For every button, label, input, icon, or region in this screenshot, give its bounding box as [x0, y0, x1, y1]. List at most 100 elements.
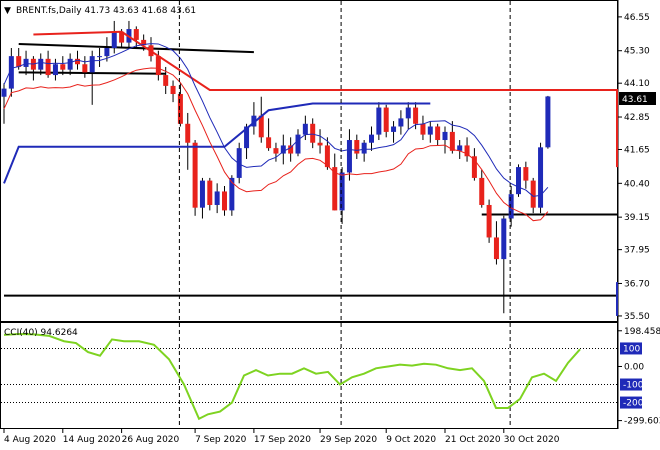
- price-tick-label: 40.40: [624, 179, 650, 189]
- candle-body: [155, 56, 161, 76]
- candle-body: [23, 58, 29, 67]
- candle-body: [361, 142, 367, 154]
- candle-body: [435, 126, 441, 141]
- date-tick-label: 21 Oct 2020: [445, 435, 501, 445]
- date-tick-label: 4 Aug 2020: [4, 435, 56, 445]
- candle-body: [523, 167, 529, 181]
- candle-body: [295, 134, 301, 154]
- candle-body: [52, 64, 58, 76]
- cci-line: [3, 333, 581, 421]
- candle-body: [177, 94, 183, 124]
- indicator-line: [3, 102, 431, 184]
- candle-body: [538, 147, 544, 208]
- candle-body: [405, 107, 411, 119]
- candle-body: [324, 145, 330, 168]
- price-tick-label: 44.10: [624, 79, 650, 89]
- candle-body: [45, 58, 51, 76]
- cci-tick-label: -100: [623, 381, 644, 391]
- candle-body: [199, 180, 205, 208]
- candle-body: [339, 172, 345, 211]
- candle-body: [442, 131, 448, 141]
- price-tick-label: 36.70: [624, 279, 650, 289]
- candle-body: [258, 115, 264, 138]
- cci-level-badge: [620, 396, 642, 409]
- candle-body: [170, 85, 176, 95]
- candle-body: [244, 126, 250, 149]
- candle-body: [545, 96, 551, 148]
- main-pane-frame: [0, 0, 618, 322]
- candle-body: [486, 204, 492, 238]
- candle-body: [67, 58, 73, 70]
- candle-body: [236, 148, 242, 178]
- vertical-markers: [178, 1, 511, 428]
- candle-body: [427, 126, 433, 135]
- price-tick-label: 45.30: [624, 47, 650, 57]
- candlestick-series: [1, 20, 551, 314]
- candle-body: [413, 107, 419, 124]
- price-tick-label: 35.50: [624, 312, 650, 322]
- candle-body: [38, 58, 44, 70]
- date-tick-label: 9 Oct 2020: [386, 435, 436, 445]
- candle-body: [82, 64, 88, 73]
- candle-body: [97, 56, 103, 58]
- date-tick-label: 30 Oct 2020: [504, 435, 560, 445]
- price-badge: 43.61: [622, 95, 648, 105]
- cci-level-badge: [620, 342, 642, 355]
- header-arrow: ▼: [4, 6, 11, 16]
- candle-body: [1, 88, 7, 97]
- indicator-lines: [3, 30, 618, 316]
- candle-body: [354, 140, 360, 154]
- cci-level-badge: [620, 378, 642, 391]
- candle-body: [310, 123, 316, 143]
- cci-level-lines: [1, 347, 617, 404]
- cci-title: CCI(40) 94.6264: [4, 328, 78, 338]
- candle-body: [346, 140, 352, 173]
- cci-tick-label: -200: [623, 399, 644, 409]
- candle-body: [479, 177, 485, 205]
- candle-body: [391, 126, 397, 132]
- cci-tick-label: 0.00: [624, 362, 644, 372]
- candle-body: [266, 137, 272, 149]
- candle-body: [398, 118, 404, 127]
- price-tick-label: 46.55: [624, 13, 650, 23]
- candle-body: [471, 156, 477, 178]
- date-tick-label: 14 Aug 2020: [63, 435, 121, 445]
- candle-body: [16, 56, 22, 67]
- candle-body: [111, 31, 117, 49]
- candle-body: [229, 177, 235, 211]
- price-badge-bg: [619, 92, 656, 105]
- candle-body: [273, 148, 279, 154]
- date-axis: 4 Aug 2020 14 Aug 2020 26 Aug 2020 7 Sep 20…: [3, 429, 560, 445]
- candle-body: [8, 56, 14, 89]
- price-tick-label: 41.65: [624, 145, 650, 155]
- candle-body: [376, 107, 382, 135]
- cci-tick-label: -299.603: [624, 417, 660, 427]
- candle-body: [457, 145, 463, 151]
- date-tick-label: 26 Aug 2020: [122, 435, 180, 445]
- date-tick-label: 29 Sep 2020: [320, 435, 377, 445]
- candle-body: [60, 64, 66, 70]
- candle-body: [464, 145, 470, 157]
- candle-body: [133, 29, 139, 40]
- lower-band-line: [3, 67, 549, 222]
- candle-body: [214, 191, 220, 205]
- candle-body: [501, 218, 507, 260]
- price-tick-label: 37.95: [624, 246, 650, 256]
- candle-body: [383, 107, 389, 132]
- candle-body: [104, 48, 110, 57]
- candle-body: [192, 142, 198, 208]
- candle-body: [163, 75, 169, 86]
- candle-body: [508, 194, 514, 219]
- candle-body: [317, 142, 323, 146]
- price-tick-label: 42.85: [624, 113, 650, 123]
- candle-body: [207, 180, 213, 205]
- candle-body: [75, 58, 80, 65]
- candle-body: [280, 145, 286, 154]
- cci-tick-label: 100: [623, 344, 640, 354]
- candle-body: [119, 31, 125, 43]
- candle-body: [516, 167, 521, 195]
- candle-body: [89, 56, 95, 73]
